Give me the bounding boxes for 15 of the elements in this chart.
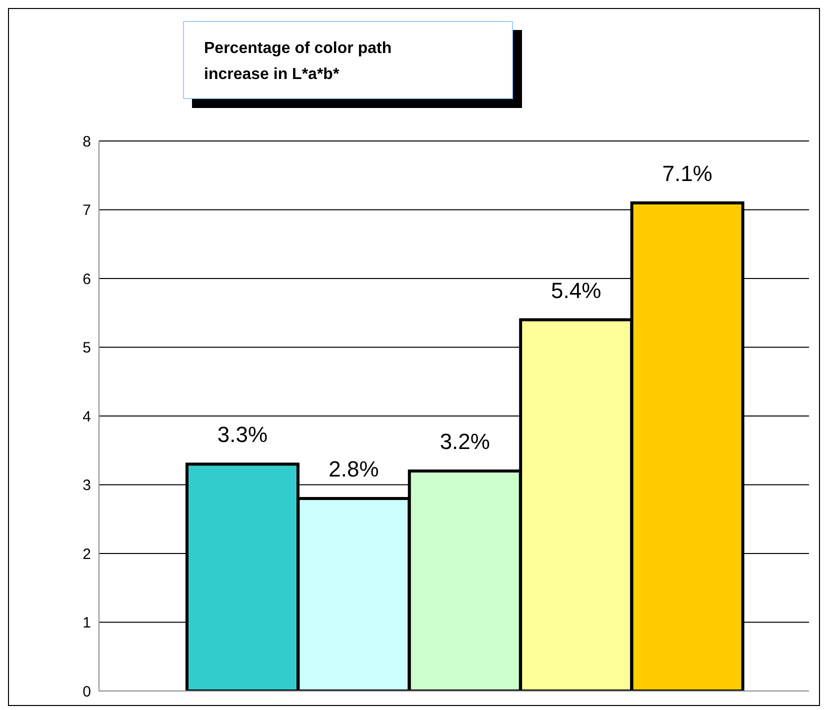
data-label: 7.1% (662, 160, 712, 186)
data-label: 2.8% (328, 456, 379, 482)
data-label: 3.3% (217, 422, 268, 448)
y-tick-label: 3 (82, 477, 91, 494)
y-tick-label: 8 (82, 133, 91, 150)
y-tick-label: 1 (82, 614, 91, 632)
y-tick-label: 4 (82, 408, 91, 426)
y-tick-label: 7 (82, 202, 91, 220)
y-tick-label: 2 (82, 546, 91, 563)
data-label: 3.2% (440, 429, 490, 454)
chart-title: Percentage of color path increase in L*a*b* (204, 39, 393, 85)
data-label: 5.4% (551, 278, 602, 303)
y-tick-label: 0 (82, 683, 91, 700)
y-tick-label: 5 (82, 340, 91, 357)
y-tick-label: 6 (82, 270, 91, 288)
